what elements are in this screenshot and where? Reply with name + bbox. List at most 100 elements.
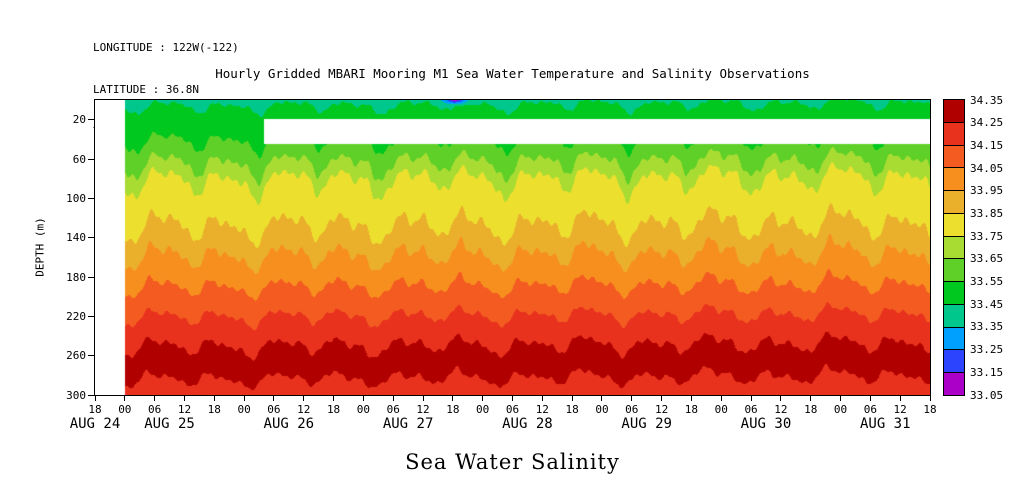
y-tick-mark [88,119,94,121]
x-tick-label: 00 [237,403,251,416]
y-tick-label: 220 [66,309,86,323]
x-tick-label: 18 [446,403,460,416]
colorbar [943,99,965,396]
colorbar-segment [944,326,964,350]
x-tick-label: 18 [684,403,699,416]
x-tick-mark [899,396,901,401]
date-label: AUG 24 [69,416,121,432]
colorbar-tick-label: 33.25 [970,343,1004,357]
x-tick-label: 00 [714,403,728,416]
x-tick-mark [571,396,573,401]
y-tick-label: 180 [66,270,86,284]
colorbar-segment [944,144,964,168]
y-tick-label: 60 [72,152,86,166]
x-tick-label: 06 [386,403,400,416]
date-label: AUG 26 [263,416,315,432]
colorbar-tick-label: 33.35 [970,320,1004,334]
y-tick-mark [88,237,94,239]
x-tick-mark [810,396,812,401]
x-tick-label: 18 [804,403,818,416]
x-tick-mark [422,396,424,401]
y-tick-label: 100 [66,191,86,205]
x-tick-label: 18 [88,403,102,416]
plot-title: Hourly Gridded MBARI Mooring M1 Sea Wate… [215,66,810,81]
x-tick-label: 00 [356,403,371,416]
x-tick-label: 06 [505,403,520,416]
colorbar-tick-label: 34.05 [970,161,1004,175]
x-tick-label: 18 [207,403,221,416]
x-tick-mark [541,396,543,401]
x-tick-mark [631,396,633,401]
x-tick-label: 18 [565,403,579,416]
bottom-title: Sea Water Salinity [405,450,620,474]
x-tick-mark [690,396,692,401]
colorbar-segment [944,349,964,373]
x-tick-label: 00 [118,403,132,416]
x-tick-mark [213,396,215,401]
date-label: AUG 28 [502,416,553,432]
x-tick-label: 12 [774,403,788,416]
x-tick-mark [273,396,275,401]
colorbar-segment [944,167,964,191]
x-tick-mark [452,396,454,401]
colorbar-segment [944,258,964,282]
colorbar-segment [944,212,964,236]
x-tick-label: 12 [654,403,669,416]
x-tick-mark [392,396,394,401]
x-tick-mark [512,396,513,401]
x-tick-label: 18 [326,403,341,416]
colorbar-segment [944,121,964,145]
colorbar-tick-label: 33.05 [970,388,1004,402]
colorbar-segment [944,372,964,395]
x-tick-label: 06 [625,403,639,416]
x-tick-label: 12 [416,403,430,416]
x-tick-mark [243,396,245,401]
x-tick-label: 18 [923,403,937,416]
colorbar-tick-label: 33.55 [970,275,1004,289]
x-tick-mark [601,396,603,401]
y-tick-mark [88,197,94,199]
x-tick-mark [929,396,931,401]
salinity-contour-canvas [95,100,930,395]
y-tick-mark [88,394,94,396]
colorbar-tick-label: 33.85 [970,206,1004,220]
x-tick-label: 12 [535,403,549,416]
x-tick-mark [780,396,782,401]
x-tick-label: 12 [893,403,907,416]
x-tick-mark [869,396,871,401]
x-tick-mark [154,396,156,401]
y-tick-label: 260 [66,349,86,363]
x-tick-label: 06 [744,403,758,416]
date-label: AUG 29 [621,416,672,432]
colorbar-segment [944,100,964,122]
date-label: AUG 31 [859,416,911,432]
y-tick-label: 140 [66,231,86,245]
longitude-text: LONGITUDE : 122W(-122) [93,41,239,54]
colorbar-tick-label: 33.45 [970,297,1004,311]
x-tick-label: 12 [297,403,311,416]
y-tick-mark [88,315,94,317]
latitude-text: LATITUDE : 36.8N [93,83,199,96]
x-tick-mark [362,396,364,401]
date-label: AUG 27 [382,416,434,432]
colorbar-tick-label: 34.25 [970,116,1004,130]
x-tick-mark [333,396,335,401]
x-tick-label: 00 [833,403,848,416]
colorbar-tick-label: 34.15 [970,138,1004,152]
y-axis-label: DEPTH (m) [33,217,47,277]
x-tick-label: 12 [177,403,192,416]
x-tick-mark [94,396,96,401]
y-tick-mark [88,158,94,160]
x-tick-label: 00 [595,403,609,416]
x-tick-label: 06 [267,403,281,416]
x-tick-label: 06 [863,403,877,416]
y-tick-mark [88,355,94,357]
colorbar-tick-label: 33.95 [970,184,1004,198]
colorbar-segment [944,281,964,304]
x-tick-mark [124,396,126,401]
x-tick-label: 06 [148,403,162,416]
y-tick-label: 20 [72,113,86,127]
x-tick-mark [720,396,722,401]
date-label: AUG 30 [740,416,792,432]
